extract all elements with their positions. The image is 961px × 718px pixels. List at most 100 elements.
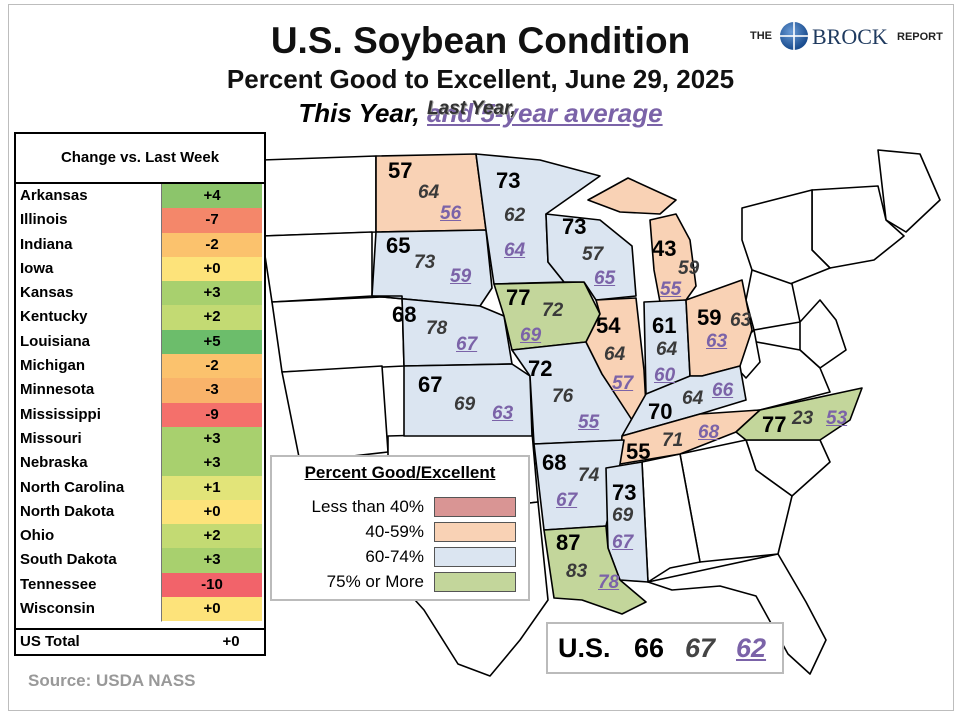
brock-report-logo: THE BROCK REPORT: [750, 22, 950, 52]
row-state-name: Minnesota: [20, 381, 95, 399]
tennessee-last-year: 71: [662, 430, 684, 451]
row-state-name: Michigan: [20, 357, 86, 375]
table-row: Wisconsin +0: [16, 597, 264, 623]
mississippi-last-year: 69: [612, 505, 634, 526]
iowa-five-year-avg: 69: [520, 325, 542, 346]
north-carolina-last-year: 23: [792, 408, 814, 429]
state-mississippi: [605, 461, 649, 583]
state-michigan: [649, 213, 697, 303]
state-pennsylvania: [745, 269, 801, 331]
table-row: Louisiana +5: [16, 329, 264, 356]
row-state-name: Arkansas: [20, 187, 88, 204]
row-state-name: Kansas: [20, 284, 74, 302]
row-change-value: +0: [161, 256, 262, 283]
legend-swatch: [434, 497, 516, 517]
total-change: +0: [222, 633, 240, 650]
legend-item: 75% or More: [272, 570, 528, 594]
missouri-five-year-avg: 55: [578, 412, 600, 433]
row-change-value: -7: [161, 208, 262, 234]
missouri-last-year: 76: [552, 386, 574, 407]
table-row: Indiana -2: [16, 232, 264, 258]
row-state-name: North Dakota: [20, 502, 115, 520]
arkansas-last-year: 74: [578, 465, 600, 486]
us-total-this-year: 66: [634, 633, 665, 663]
arkansas-this-year: 68: [542, 450, 567, 475]
arkansas-five-year-avg: 67: [556, 490, 578, 511]
table-row: North Dakota +0: [16, 499, 264, 526]
kentucky-this-year: 70: [648, 399, 673, 424]
row-change-value: +5: [161, 329, 262, 356]
state-north-carolina: [735, 387, 863, 441]
indiana-last-year: 64: [656, 339, 678, 360]
legend-item-label: 75% or More: [326, 572, 424, 591]
iowa-this-year: 77: [506, 285, 531, 310]
state-new-mexico: [281, 365, 389, 463]
louisiana-last-year: 83: [566, 561, 588, 582]
chart-frame: [8, 4, 954, 711]
table-row: North Carolina +1: [16, 475, 264, 501]
state-kentucky: [621, 365, 747, 437]
state-maine: [877, 149, 941, 233]
row-state-name: Mississippi: [20, 405, 101, 423]
row-state-name: Illinois: [20, 211, 68, 229]
logo-report: REPORT: [897, 31, 943, 43]
row-state-name: Tennessee: [20, 575, 97, 593]
row-state-name: Missouri: [20, 429, 82, 447]
source-note: Source: USDA NASS: [28, 671, 196, 690]
kentucky-last-year: 64: [682, 388, 704, 409]
row-state-name: Wisconsin: [20, 600, 95, 618]
state-louisiana: [543, 525, 647, 615]
ohio-last-year: 63: [730, 310, 752, 331]
us-total-box: U.S. 66 67 62: [546, 622, 784, 674]
page-title: U.S. Soybean Condition: [270, 20, 691, 61]
row-change-value: -9: [161, 402, 262, 428]
row-change-value: +3: [161, 548, 262, 574]
table-total-row: US Total +0: [16, 628, 264, 654]
table-row: Arkansas +4: [16, 184, 264, 210]
mississippi-five-year-avg: 67: [612, 532, 634, 553]
logo-brock: BROCK: [812, 24, 888, 49]
nebraska-this-year: 68: [392, 302, 417, 327]
row-state-name: Ohio: [20, 527, 55, 545]
south-dakota-last-year: 73: [414, 252, 436, 273]
legend-item-label: 40-59%: [365, 522, 424, 541]
michigan-last-year: 59: [678, 258, 700, 279]
table-row: Missouri +3: [16, 426, 264, 453]
tennessee-five-year-avg: 68: [698, 422, 720, 443]
table-row: Tennessee -10: [16, 572, 264, 599]
row-change-value: +1: [161, 475, 262, 501]
row-state-name: Nebraska: [20, 454, 88, 472]
legend-item: 40-59%: [272, 520, 528, 544]
nebraska-last-year: 78: [426, 318, 448, 339]
row-state-name: Iowa: [20, 259, 54, 277]
north-carolina-this-year: 77: [762, 412, 787, 437]
legend-swatch: [434, 572, 516, 592]
row-state-name: Kentucky: [20, 308, 88, 326]
north-dakota-five-year-avg: 56: [440, 203, 462, 224]
illinois-last-year: 64: [604, 344, 626, 365]
kentucky-five-year-avg: 66: [712, 380, 734, 401]
illinois-this-year: 54: [596, 313, 621, 338]
illinois-five-year-avg: 57: [612, 373, 634, 394]
last-year-key: Last Year,: [427, 98, 516, 119]
wisconsin-five-year-avg: 65: [594, 268, 616, 289]
wisconsin-this-year: 73: [562, 214, 587, 239]
legend-item: 60-74%: [272, 545, 528, 569]
louisiana-five-year-avg: 78: [598, 572, 620, 593]
state-wyoming: [261, 231, 373, 303]
legend-item-label: 60-74%: [365, 547, 424, 566]
row-change-value: +0: [161, 499, 262, 526]
minnesota-last-year: 62: [504, 205, 526, 226]
page-subtitle: Percent Good to Excellent, June 29, 2025: [226, 64, 735, 94]
nebraska-five-year-avg: 67: [456, 334, 478, 355]
north-carolina-five-year-avg: 53: [826, 408, 848, 429]
kansas-five-year-avg: 63: [492, 403, 514, 424]
map-legend: Percent Good/Excellent Less than 40% 40-5…: [270, 455, 530, 601]
table-row: Minnesota -3: [16, 378, 264, 404]
legend-swatch: [434, 547, 516, 567]
row-change-value: -3: [161, 378, 262, 404]
table-rows: Arkansas +4 Illinois -7 Indiana -2 Iowa +0 Kansa…: [16, 184, 264, 623]
state-south-dakota: [371, 229, 493, 307]
south-dakota-this-year: 65: [386, 233, 411, 258]
minnesota-this-year: 73: [496, 168, 521, 193]
